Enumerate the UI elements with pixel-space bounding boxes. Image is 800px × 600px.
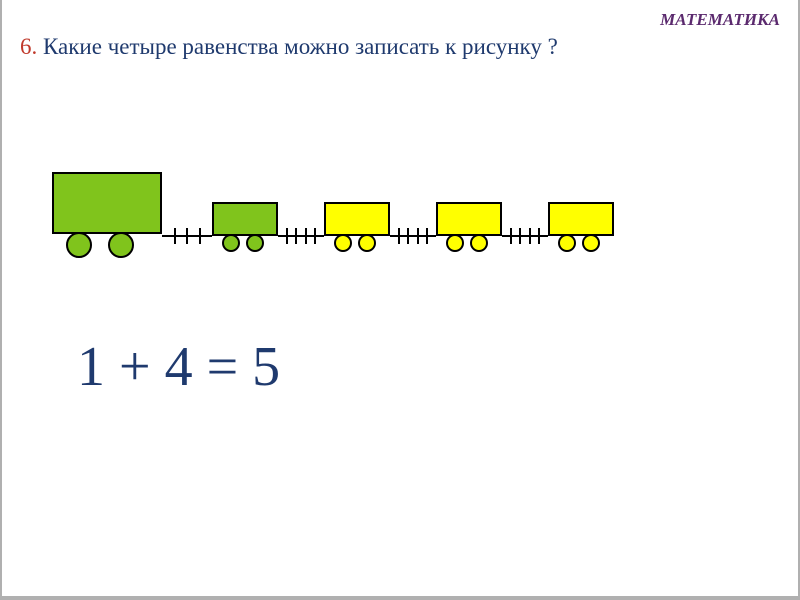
- car-wheel: [358, 234, 376, 252]
- train-coupling: [278, 228, 324, 244]
- math-slide: МАТЕМАТИКА 6. Какие четыре равенства мож…: [0, 0, 800, 600]
- car-body: [548, 202, 614, 236]
- equation-text: 1 + 4 = 5: [77, 335, 280, 399]
- train-coupling: [390, 228, 436, 244]
- car-wheel: [108, 232, 134, 258]
- car-wheel: [246, 234, 264, 252]
- car-wheel: [66, 232, 92, 258]
- train-diagram: [52, 170, 752, 290]
- car-wheel: [470, 234, 488, 252]
- car-wheel: [446, 234, 464, 252]
- question: 6. Какие четыре равенства можно записать…: [20, 34, 558, 60]
- train-wagon: [212, 202, 278, 258]
- car-wheel: [222, 234, 240, 252]
- train-wagon: [324, 202, 390, 258]
- car-body: [324, 202, 390, 236]
- subject-label: МАТЕМАТИКА: [660, 10, 780, 30]
- car-wheel: [558, 234, 576, 252]
- train-coupling: [502, 228, 548, 244]
- question-text: Какие четыре равенства можно записать к …: [37, 34, 558, 59]
- car-wheel: [334, 234, 352, 252]
- car-body: [212, 202, 278, 236]
- train-locomotive: [52, 172, 162, 258]
- car-body: [52, 172, 162, 234]
- train-wagon: [548, 202, 614, 258]
- train-coupling: [162, 228, 212, 244]
- train-wagon: [436, 202, 502, 258]
- question-number: 6.: [20, 34, 37, 59]
- car-body: [436, 202, 502, 236]
- car-wheel: [582, 234, 600, 252]
